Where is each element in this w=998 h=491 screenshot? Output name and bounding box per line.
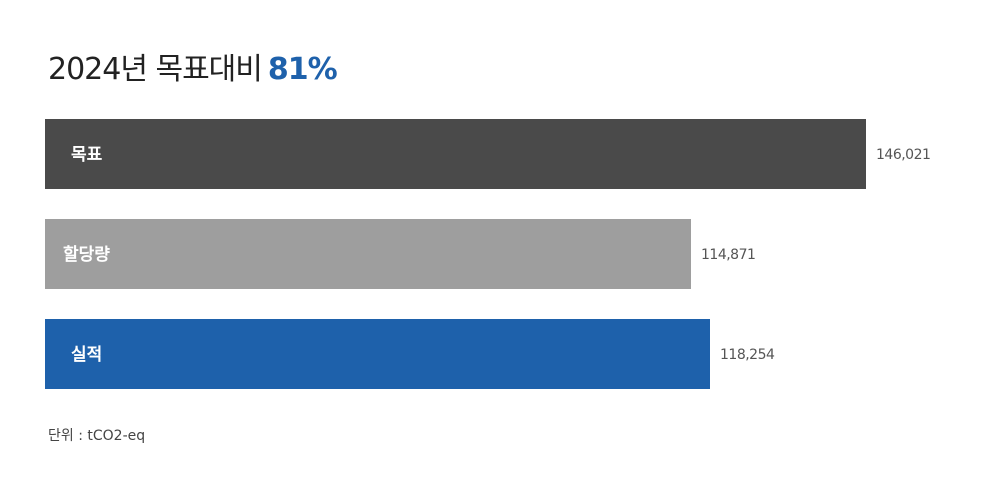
- chart-title: 2024년 목표대비 81%: [48, 52, 338, 88]
- bar-label-target: 목표: [71, 145, 103, 165]
- achievement-percent: 81%: [267, 52, 338, 87]
- bar-allocation: [45, 219, 691, 289]
- chart-title-text: 2024년 목표대비: [48, 52, 263, 87]
- unit-label: 단위 : tCO2-eq: [48, 428, 146, 444]
- value-label-actual: 118,254: [720, 347, 775, 363]
- value-label-target: 146,021: [876, 147, 930, 163]
- bar-target: [45, 119, 866, 189]
- bar-label-actual: 실적: [71, 345, 102, 365]
- value-label-allocation: 114,871: [701, 247, 755, 263]
- bar-actual: [45, 319, 710, 389]
- bar-label-allocation: 할당량: [63, 245, 110, 265]
